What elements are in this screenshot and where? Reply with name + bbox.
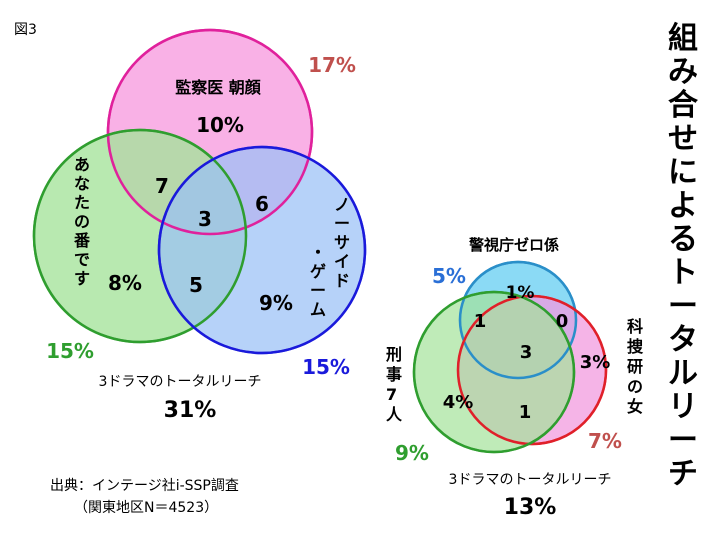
figure-label: 図3 bbox=[14, 22, 37, 38]
pct-keiji-total: 9% bbox=[395, 441, 429, 465]
total-label-right: 3ドラマのトータルリーチ bbox=[449, 472, 612, 488]
outline-anata bbox=[32, 128, 248, 344]
pct-anata-only: 8% bbox=[108, 271, 142, 295]
source-line1: 出典：インテージ社i-SSP調査 bbox=[50, 478, 239, 494]
label-keiji: 刑事 7 人 bbox=[386, 345, 403, 424]
overlap-asagao-noside: 6 bbox=[255, 192, 269, 216]
overlap-zero-keiji: 1 bbox=[474, 311, 487, 332]
pct-noside-total: 15% bbox=[302, 355, 350, 379]
outline-zero bbox=[458, 260, 578, 380]
pct-zero-only: 1% bbox=[506, 283, 535, 303]
pct-kasouken-total: 7% bbox=[588, 429, 622, 453]
label-asagao: 監察医 朝顔 bbox=[175, 78, 262, 97]
label-noside-line1: ノーサイド bbox=[334, 195, 350, 290]
label-noside-line2: ・ゲーム bbox=[310, 243, 326, 319]
overlap-center-right: 3 bbox=[520, 342, 533, 363]
total-value-right: 13% bbox=[504, 495, 557, 520]
overlap-asagao-anata: 7 bbox=[155, 174, 169, 198]
label-zero: 警視庁ゼロ係 bbox=[468, 236, 559, 254]
label-anata: あなたの番です bbox=[73, 155, 91, 288]
title-vertical: 組み合せによるトータルリーチ bbox=[668, 21, 698, 492]
outline-noside bbox=[157, 145, 367, 355]
outline-kasouken bbox=[456, 294, 608, 446]
source-line2: （関東地区N＝4523） bbox=[74, 500, 218, 516]
total-label-left: 3ドラマのトータルリーチ bbox=[99, 374, 262, 390]
pct-asagao-total: 17% bbox=[308, 53, 356, 77]
pct-zero-total: 5% bbox=[432, 264, 466, 288]
pct-keiji-only: 4% bbox=[443, 392, 474, 413]
total-value-left: 31% bbox=[164, 398, 217, 423]
outline-asagao bbox=[106, 28, 314, 236]
venn-left: 監察医 朝顔 10% 17% あなたの番です 8% 15% ノーサイド ・ゲーム… bbox=[32, 28, 367, 423]
label-kasouken: 科捜研の女 bbox=[627, 317, 644, 416]
pct-kasouken-only: 3% bbox=[580, 352, 611, 373]
pct-asagao-only: 10% bbox=[196, 113, 244, 137]
overlap-keiji-kasouken: 1 bbox=[519, 402, 532, 423]
overlap-center-left: 3 bbox=[198, 207, 212, 231]
overlap-anata-noside: 5 bbox=[189, 273, 203, 297]
pct-anata-total: 15% bbox=[46, 339, 94, 363]
pct-noside-only: 9% bbox=[259, 291, 293, 315]
venn-right: 警視庁ゼロ係 5% 1% 刑事 7 人 4% 9% 科捜研の女 3% 7% 1 0 … bbox=[386, 236, 644, 520]
overlap-zero-kasouken: 0 bbox=[556, 311, 569, 332]
outline-keiji bbox=[412, 290, 576, 454]
